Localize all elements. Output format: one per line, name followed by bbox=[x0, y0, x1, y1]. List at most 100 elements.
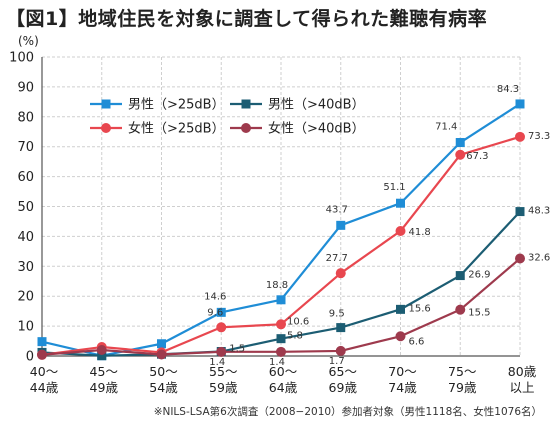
y-tick-label: 10 bbox=[17, 320, 34, 335]
legend-swatch-circle bbox=[101, 123, 111, 133]
data-point-circle bbox=[216, 346, 227, 357]
data-label: 1.4 bbox=[209, 357, 225, 368]
data-point-square bbox=[157, 339, 166, 349]
y-axis-ticks: 0 10 20 30 40 50 60 70 80 90 100 bbox=[9, 51, 34, 365]
legend-entry-label: 男性（>25dB） bbox=[128, 98, 225, 113]
x-axis-ticks: 40〜44歳45〜49歳50〜54歳55〜59歳60〜64歳65〜69歳70〜7… bbox=[30, 364, 537, 395]
data-point-circle bbox=[455, 149, 466, 160]
x-tick-label: 55〜 bbox=[209, 364, 237, 379]
x-tick-label: 50〜 bbox=[149, 364, 177, 379]
data-label: 73.3 bbox=[528, 131, 550, 142]
legend-entry-label: 女性（>40dB） bbox=[268, 121, 365, 137]
x-tick-label: 75〜 bbox=[448, 364, 476, 379]
x-tick-label: 70〜 bbox=[388, 364, 416, 379]
x-tick-label: 64歳 bbox=[269, 380, 298, 395]
data-point-circle bbox=[395, 331, 406, 342]
y-tick-label: 30 bbox=[17, 260, 34, 275]
data-point-square bbox=[515, 99, 525, 109]
data-label: 10.6 bbox=[287, 316, 309, 327]
x-tick-label: 49歳 bbox=[90, 380, 119, 395]
data-label: 15.5 bbox=[468, 308, 490, 319]
legend-entry-label: 男性（>40dB） bbox=[268, 98, 365, 113]
x-tick-label: 80歳 bbox=[508, 364, 537, 379]
data-point-square bbox=[396, 304, 405, 314]
data-label: 1.4 bbox=[269, 357, 285, 368]
data-point-circle bbox=[395, 226, 406, 237]
y-tick-label: 60 bbox=[17, 170, 34, 185]
footnote: ※NILS-LSA第6次調査（2008−2010）参加者対象（男性1118名、女… bbox=[153, 406, 542, 418]
data-label: 32.6 bbox=[528, 253, 550, 264]
series-group bbox=[37, 99, 525, 361]
data-point-circle bbox=[276, 346, 286, 357]
data-label: 67.3 bbox=[466, 151, 488, 162]
data-point-circle bbox=[156, 349, 167, 360]
x-tick-label: 65〜 bbox=[329, 364, 357, 379]
data-point-square bbox=[336, 323, 346, 333]
x-tick-label: 以上 bbox=[509, 380, 534, 395]
data-point-square bbox=[276, 295, 286, 305]
data-point-square bbox=[455, 138, 465, 148]
data-point-circle bbox=[515, 253, 525, 264]
x-tick-label: 40〜 bbox=[30, 364, 58, 379]
data-label: 27.7 bbox=[326, 253, 348, 264]
data-label: 51.1 bbox=[383, 182, 405, 193]
x-tick-label: 74歳 bbox=[388, 380, 417, 395]
data-point-square bbox=[37, 337, 47, 347]
data-label: 5.8 bbox=[287, 331, 303, 342]
data-point-circle bbox=[515, 131, 525, 142]
legend-entry-label: 女性（>25dB） bbox=[128, 121, 225, 137]
data-label: 6.6 bbox=[409, 336, 425, 347]
legend-swatch-square bbox=[101, 99, 111, 109]
data-labels: 14.6 18.8 43.7 51.1 71.4 84.3 1.5 5.8 9.5 15.6 26.… bbox=[204, 84, 550, 368]
y-tick-label: 40 bbox=[17, 230, 34, 245]
data-point-square bbox=[97, 351, 107, 361]
data-label: 26.9 bbox=[468, 270, 490, 281]
data-label: 14.6 bbox=[204, 291, 226, 302]
y-tick-label: 70 bbox=[17, 140, 34, 155]
x-tick-label: 54歳 bbox=[149, 380, 178, 395]
x-tick-label: 44歳 bbox=[30, 380, 59, 395]
data-label: 9.5 bbox=[329, 309, 345, 320]
x-tick-label: 45〜 bbox=[90, 364, 118, 379]
y-tick-label: 50 bbox=[17, 200, 34, 215]
data-point-circle bbox=[335, 268, 346, 279]
data-point-circle bbox=[335, 345, 346, 356]
data-point-circle bbox=[216, 322, 227, 333]
legend-swatch-square bbox=[241, 99, 251, 109]
data-point-circle bbox=[276, 319, 286, 330]
data-point-square bbox=[396, 198, 405, 208]
data-label: 41.8 bbox=[409, 227, 431, 238]
data-point-square bbox=[336, 220, 346, 230]
y-tick-label: 80 bbox=[17, 110, 34, 125]
y-tick-label: 100 bbox=[9, 51, 34, 66]
x-tick-label: 59歳 bbox=[209, 380, 238, 395]
y-tick-label: 20 bbox=[17, 290, 34, 305]
x-tick-label: 69歳 bbox=[329, 380, 358, 395]
x-tick-label: 79歳 bbox=[448, 380, 477, 395]
data-point-square bbox=[455, 271, 465, 281]
y-tick-label: 90 bbox=[17, 80, 34, 95]
data-label: 9.6 bbox=[207, 307, 223, 318]
legend: 男性（>25dB） 男性（>40dB） 女性（>25dB） 女性（>40dB） bbox=[90, 98, 365, 137]
data-point-square bbox=[515, 207, 525, 217]
data-point-circle bbox=[455, 304, 466, 315]
y-axis-unit-label: (%) bbox=[18, 34, 39, 48]
data-label: 15.6 bbox=[409, 303, 431, 314]
data-label: 1.7 bbox=[329, 356, 345, 367]
data-label: 48.3 bbox=[528, 206, 550, 217]
data-label: 84.3 bbox=[497, 84, 519, 95]
data-point-circle bbox=[96, 345, 107, 356]
chart-title: 【図1】地域住民を対象に調査して得られた難聴有病率 bbox=[6, 8, 488, 30]
legend-swatch-circle bbox=[241, 123, 251, 133]
data-label: 71.4 bbox=[435, 122, 457, 133]
data-label: 43.7 bbox=[326, 204, 348, 215]
y-tick-label: 0 bbox=[26, 350, 34, 365]
data-point-circle bbox=[37, 349, 47, 360]
data-label: 1.5 bbox=[229, 344, 245, 355]
x-tick-label: 60〜 bbox=[269, 364, 297, 379]
data-point-square bbox=[216, 307, 226, 317]
data-label: 18.8 bbox=[266, 280, 288, 291]
data-point-square bbox=[276, 334, 286, 344]
